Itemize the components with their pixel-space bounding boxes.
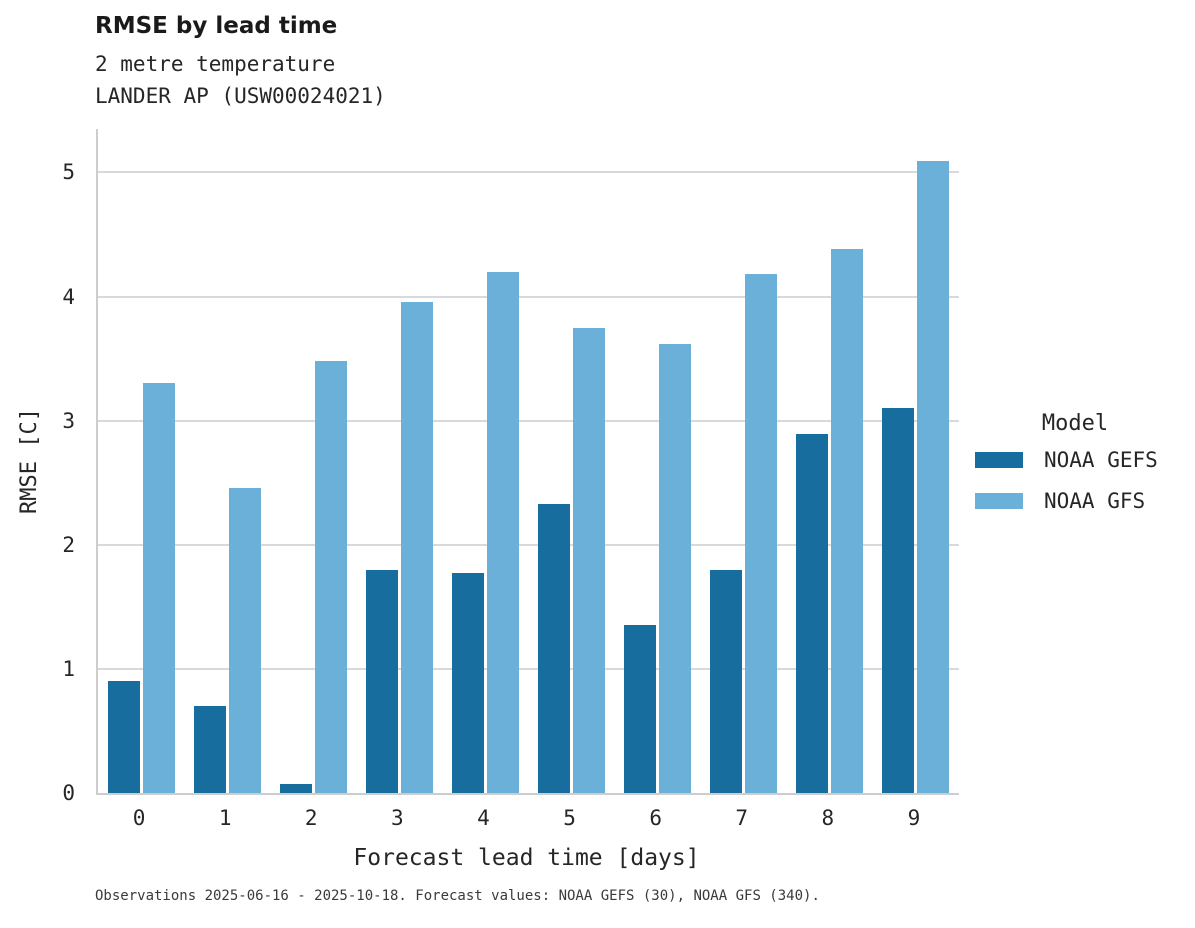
bar-noaa-gefs-lead-4 <box>451 573 484 793</box>
bar-noaa-gefs-lead-5 <box>538 503 571 793</box>
gridline-y-4 <box>98 295 959 298</box>
bar-noaa-gfs-lead-5 <box>573 327 606 793</box>
y-tick-label-2: 2 <box>62 532 75 557</box>
bar-noaa-gfs-lead-3 <box>400 301 433 793</box>
legend-title: Model <box>1041 411 1109 436</box>
chart-subtitle-station: LANDER AP (USW00024021) <box>95 84 386 108</box>
bar-noaa-gfs-lead-1 <box>228 487 261 793</box>
x-axis-title: Forecast lead time [days] <box>353 845 700 871</box>
bar-noaa-gfs-lead-7 <box>745 274 778 793</box>
bar-noaa-gfs-lead-8 <box>831 249 864 793</box>
bar-noaa-gfs-lead-4 <box>486 271 519 793</box>
x-tick-label-6: 6 <box>649 806 662 830</box>
bar-noaa-gefs-lead-9 <box>882 408 915 793</box>
legend-item-noaa-gefs: NOAA GEFS <box>975 448 1175 472</box>
plot-area <box>96 129 959 795</box>
legend-label-noaa-gfs: NOAA GFS <box>1044 489 1146 513</box>
x-tick-label-5: 5 <box>563 806 576 830</box>
title-block: RMSE by lead time 2 metre temperature LA… <box>95 13 386 112</box>
bar-noaa-gefs-lead-3 <box>365 569 398 793</box>
y-tick-label-1: 1 <box>62 656 75 681</box>
x-tick-label-3: 3 <box>391 806 404 830</box>
y-tick-label-5: 5 <box>62 160 75 185</box>
bar-noaa-gefs-lead-8 <box>796 434 829 793</box>
legend-swatch-noaa-gfs <box>975 493 1023 509</box>
y-axis-ticks: 0 1 2 3 4 5 <box>20 129 75 805</box>
bar-noaa-gefs-lead-7 <box>710 569 743 793</box>
gridline-y-1 <box>98 667 959 670</box>
y-tick-label-0: 0 <box>62 781 75 805</box>
x-tick-label-8: 8 <box>821 806 835 830</box>
y-tick-label-3: 3 <box>62 408 75 433</box>
legend-item-noaa-gfs: NOAA GFS <box>975 489 1175 513</box>
legend: Model NOAA GEFS NOAA GFS <box>975 411 1175 530</box>
bar-noaa-gefs-lead-0 <box>107 681 140 793</box>
x-tick-label-2: 2 <box>304 806 318 830</box>
y-tick-label-4: 4 <box>62 284 75 309</box>
bar-noaa-gfs-lead-2 <box>314 361 347 793</box>
gridline-y-3 <box>98 419 959 422</box>
legend-swatch-noaa-gefs <box>975 452 1023 468</box>
gridline-y-5 <box>98 171 959 174</box>
x-tick-label-9: 9 <box>907 806 921 830</box>
x-tick-label-7: 7 <box>735 806 749 830</box>
x-tick-label-0: 0 <box>132 806 146 830</box>
chart-title: RMSE by lead time <box>95 13 338 39</box>
bar-noaa-gefs-lead-6 <box>624 625 657 793</box>
chart-subtitle-variable: 2 metre temperature <box>95 52 336 76</box>
bar-noaa-gfs-lead-6 <box>659 343 692 793</box>
legend-label-noaa-gefs: NOAA GEFS <box>1044 448 1158 472</box>
bar-noaa-gefs-lead-1 <box>193 706 226 793</box>
x-tick-label-1: 1 <box>218 806 232 830</box>
bar-noaa-gefs-lead-2 <box>279 784 312 793</box>
bar-noaa-gfs-lead-9 <box>917 161 950 793</box>
x-axis-ticks: 0 1 2 3 4 5 6 7 8 9 <box>96 806 957 834</box>
gridline-y-2 <box>98 543 959 546</box>
x-tick-label-4: 4 <box>477 806 490 830</box>
caption: Observations 2025-06-16 - 2025-10-18. Fo… <box>95 888 820 904</box>
bar-noaa-gfs-lead-0 <box>142 383 175 793</box>
